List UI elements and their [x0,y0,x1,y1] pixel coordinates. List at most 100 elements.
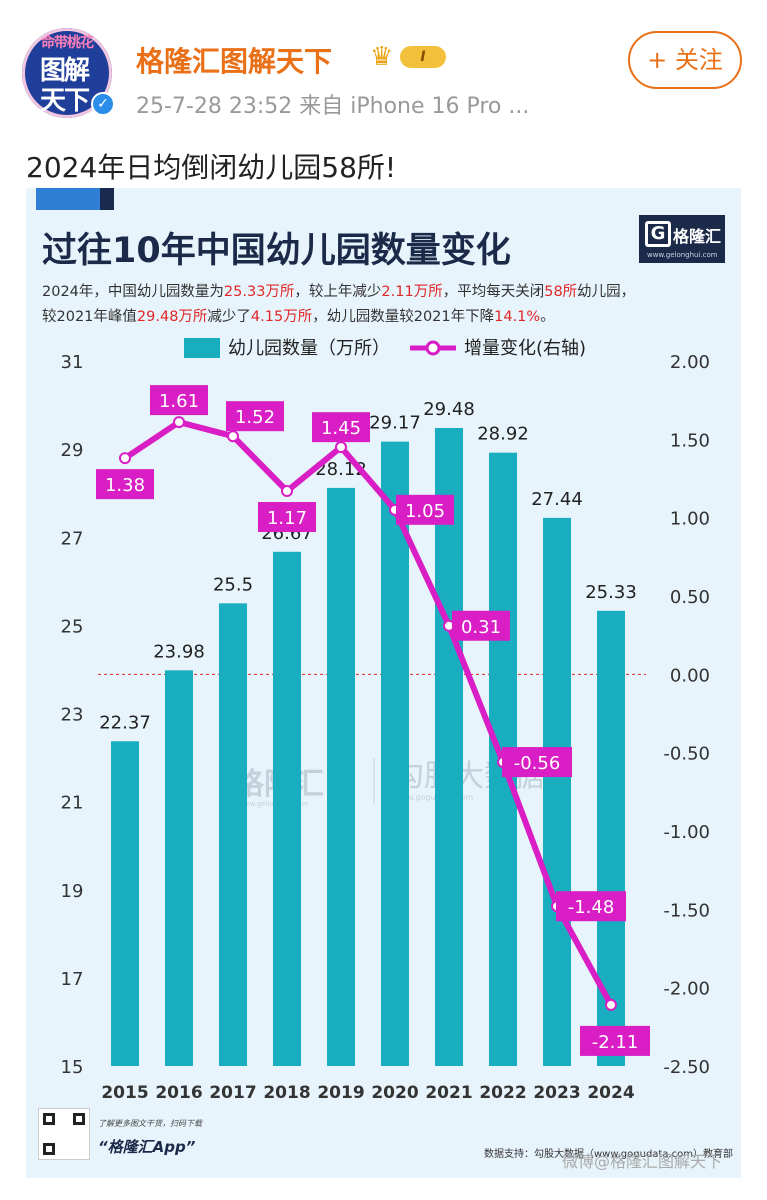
legend-bar-swatch [184,338,220,358]
bar-2020 [381,441,409,1066]
growth-label-box [96,469,154,500]
x-tick-label: 2020 [371,1083,418,1098]
growth-line [123,419,614,1007]
avatar[interactable]: 命带桃花 图解 天下 [22,28,112,118]
summary-highlight: 29.48万所 [136,309,208,325]
y-left-tick-label: 21 [61,793,84,814]
bar-2019 [327,487,355,1066]
y-left-tick-label: 27 [61,528,84,549]
y-left-tick-label: 15 [61,1057,84,1078]
bar-2015 [111,741,139,1066]
summary-text: 较2021年峰值 [42,309,137,325]
verified-check-icon: ✓ [91,92,115,116]
legend-line-marker [425,340,441,356]
chart-card[interactable]: 过往10年中国幼儿园数量变化 G 格隆汇 www.gelonghui.com 2… [26,188,741,1178]
post-text: 2024年日均倒闭幼儿园58所! [26,151,397,184]
y-right-tick-label: -1.00 [663,822,710,843]
y-left-tick-label: 17 [61,969,84,990]
avatar-ring [22,28,112,118]
growth-label: -2.11 [592,1032,639,1053]
growth-label-box [258,502,316,533]
legend-line-label: 增量变化(右轴) [464,338,586,359]
x-tick-label: 2017 [209,1083,256,1098]
y-right-tick-label: 0.00 [670,665,710,686]
bar-value-label: 28.92 [477,424,529,445]
qr-corner [43,1143,55,1155]
crown-icon: ♛ [370,42,394,72]
y-right-tick-label: -2.50 [663,1057,710,1078]
level-badge-label: I [400,46,446,68]
growth-label: 0.31 [461,617,501,638]
x-tick-label: 2015 [101,1083,148,1098]
growth-point-2019 [335,441,347,454]
follow-button[interactable]: + 关注 [628,31,742,89]
summary-text: 2024年，中国幼儿园数量为 [42,284,224,300]
growth-point-2015 [119,452,131,465]
y-right-tick-label: -1.50 [663,900,710,921]
growth-label: 1.17 [267,508,307,529]
watermark-right-url: www.gogudata.com [394,793,473,802]
chart-summary: 2024年，中国幼儿园数量为25.33万所，较上年减少2.11万所，平均每天关闭… [42,280,732,330]
growth-label-box [396,494,454,525]
summary-text: 。 [540,309,555,325]
decor-bar-dark [100,188,114,210]
x-tick-label: 2023 [533,1083,580,1098]
summary-text: ，平均每天关闭 [442,284,545,300]
level-badge[interactable]: ♛ I [370,42,450,72]
growth-label-box [580,1025,650,1056]
bar-2017 [219,603,247,1066]
bar-value-label: 29.17 [369,413,421,434]
footer-source: 数据支持：勾股大数据（www.gogudata.com）教育部 [484,1149,734,1160]
qr-code[interactable] [38,1108,90,1160]
summary-text: 幼儿园， [577,284,636,300]
bar-2023 [543,517,571,1066]
x-tick-label: 2024 [587,1083,634,1098]
growth-label: 1.61 [159,391,199,412]
growth-point-2018 [281,485,293,498]
y-left-tick-label: 19 [61,881,84,902]
growth-label-box [150,385,208,416]
bar-2024 [597,610,625,1066]
growth-label: -0.56 [514,753,561,774]
post-meta: 25-7-28 23:52 来自 iPhone 16 Pro ... [136,94,530,119]
x-tick-label: 2021 [425,1083,472,1098]
y-right-tick-label: 0.50 [670,587,710,608]
bar-value-label: 23.98 [153,641,205,662]
growth-label-box [226,401,284,432]
y-right-tick-label: 2.00 [670,352,710,373]
growth-label: 1.45 [321,418,361,439]
y-left-tick-label: 29 [61,440,84,461]
legend-bar-label: 幼儿园数量（万所） [228,338,390,359]
footer-note: 了解更多图文干货，扫码下载 [98,1119,202,1128]
y-right-tick-label: -2.00 [663,979,710,1000]
avatar-line-1: 图解 [40,56,90,86]
brand-name: 格隆汇 [673,227,722,246]
growth-label-box [452,610,510,641]
avatar-top-text: 命带桃花 [41,35,94,51]
y-left-tick-label: 31 [61,352,84,373]
decor-bar [36,188,100,210]
qr-corner [43,1113,55,1125]
summary-highlight: 4.15万所 [250,309,313,325]
growth-point-2017 [227,430,239,443]
bar-2018 [273,551,301,1066]
growth-label: 1.05 [405,501,445,522]
brand-url: www.gelonghui.com [647,251,718,259]
username[interactable]: 格隆汇图解天下 [136,45,333,78]
bar-value-label: 27.44 [531,489,583,510]
y-left-tick-label: 23 [61,705,84,726]
summary-highlight: 2.11万所 [381,284,443,300]
bar-2016 [165,670,193,1066]
growth-label-box [312,412,370,443]
g-logo-icon: G [645,221,671,247]
x-tick-label: 2019 [317,1083,364,1098]
weibo-watermark: 微博@格隆汇图解天下 [562,1152,723,1171]
chart-title: 过往10年中国幼儿园数量变化 [42,231,511,271]
summary-highlight: 25.33万所 [223,284,295,300]
summary-text: ，较上年减少 [294,284,382,300]
growth-label-box [502,747,572,778]
qr-corner [73,1113,85,1125]
y-right-tick-label: -0.50 [663,744,710,765]
growth-point-2024 [605,998,617,1011]
footer-app: “格隆汇App” [98,1138,196,1156]
